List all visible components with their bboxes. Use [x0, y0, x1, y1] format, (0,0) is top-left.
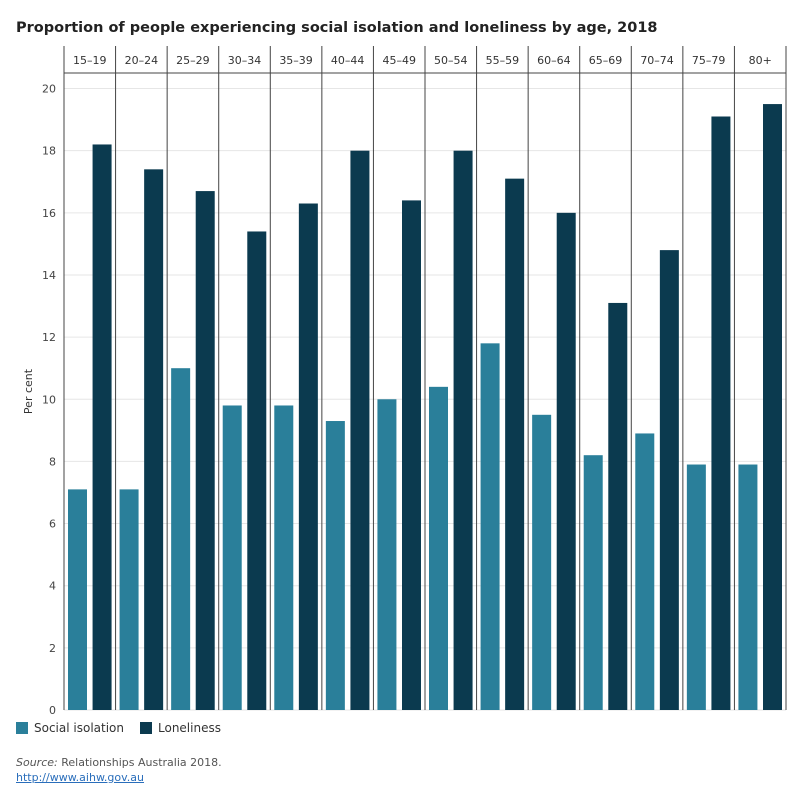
bar-loneliness — [350, 150, 370, 710]
panel-header-label: 50–54 — [434, 54, 468, 67]
panel-header-label: 70–74 — [640, 54, 674, 67]
bar-social-isolation — [274, 405, 294, 710]
bar-social-isolation — [583, 455, 603, 710]
y-tick-label: 14 — [42, 269, 56, 282]
bar-loneliness — [763, 104, 782, 710]
bar-social-isolation — [325, 421, 345, 710]
y-tick-label: 8 — [49, 455, 56, 468]
panel-header-label: 55–59 — [486, 54, 520, 67]
bar-loneliness — [402, 200, 421, 710]
bar-loneliness — [505, 178, 525, 710]
panel-header-label: 75–79 — [692, 54, 726, 67]
y-axis-label: Per cent — [22, 368, 35, 414]
legend-label-loneliness: Loneliness — [158, 721, 221, 735]
bar-loneliness — [247, 231, 267, 710]
chart-title: Proportion of people experiencing social… — [16, 20, 658, 36]
bar-loneliness — [195, 191, 215, 710]
legend-swatch-social-isolation — [16, 722, 28, 734]
bar-social-isolation — [119, 489, 139, 710]
bar-loneliness — [659, 250, 679, 711]
panel-header-label: 80+ — [749, 54, 772, 67]
panel-header-label: 65–69 — [589, 54, 623, 67]
source-text: Relationships Australia 2018. — [57, 756, 222, 769]
bar-social-isolation — [68, 489, 87, 710]
y-tick-label: 10 — [42, 393, 56, 406]
source-link[interactable]: http://www.aihw.gov.au — [16, 771, 145, 784]
source-note: Source: Relationships Australia 2018. ht… — [16, 755, 222, 785]
bar-social-isolation — [377, 399, 397, 710]
y-tick-label: 16 — [42, 207, 56, 220]
bar-loneliness — [92, 144, 112, 711]
legend-item-social-isolation[interactable]: Social isolation — [16, 721, 124, 735]
panel-header-label: 30–34 — [228, 54, 262, 67]
bar-social-isolation — [686, 464, 706, 710]
y-tick-label: 12 — [42, 331, 56, 344]
bar-social-isolation — [480, 343, 500, 710]
bar-social-isolation — [532, 414, 552, 710]
y-tick-label: 6 — [49, 518, 56, 531]
bar-social-isolation — [738, 464, 758, 710]
panel-header-label: 20–24 — [125, 54, 159, 67]
panel-header-label: 15–19 — [73, 54, 107, 67]
y-tick-label: 20 — [42, 83, 56, 96]
bar-loneliness — [556, 212, 576, 710]
panel-header-label: 40–44 — [331, 54, 365, 67]
legend-swatch-loneliness — [140, 722, 152, 734]
y-tick-label: 2 — [49, 642, 56, 655]
bar-loneliness — [608, 302, 628, 710]
y-tick-label: 4 — [49, 580, 56, 593]
bar-social-isolation — [429, 386, 448, 710]
panel-header-label: 25–29 — [176, 54, 210, 67]
bar-loneliness — [144, 169, 164, 710]
y-tick-label: 18 — [42, 145, 56, 158]
bar-social-isolation — [171, 368, 191, 710]
legend-label-social-isolation: Social isolation — [34, 721, 124, 735]
legend-item-loneliness[interactable]: Loneliness — [140, 721, 221, 735]
panel-header-label: 35–39 — [279, 54, 313, 67]
bar-loneliness — [298, 203, 318, 710]
bar-loneliness — [711, 116, 731, 710]
y-tick-label: 0 — [49, 704, 56, 715]
bar-loneliness — [453, 150, 473, 710]
panel-header-label: 45–49 — [382, 54, 416, 67]
source-prefix: Source: — [16, 756, 58, 769]
bar-social-isolation — [222, 405, 242, 710]
bar-social-isolation — [635, 433, 655, 710]
panel-header-label: 60–64 — [537, 54, 571, 67]
bar-chart: 0 2 4 6 8 10 12 14 16 18 20 Per cent 15–19 20–24 25–29… — [22, 46, 787, 715]
legend: Social isolation Loneliness — [16, 721, 237, 735]
